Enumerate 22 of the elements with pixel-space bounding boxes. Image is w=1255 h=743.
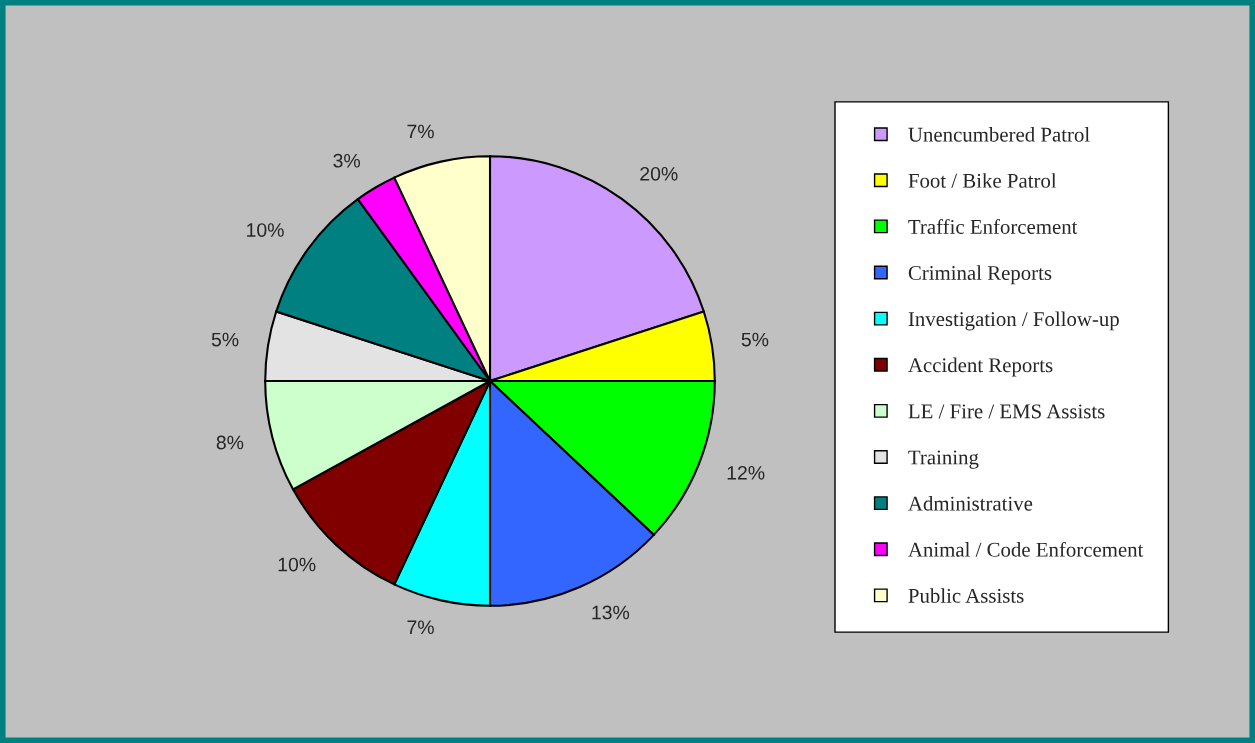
legend-label: LE / Fire / EMS Assists bbox=[908, 404, 1105, 419]
legend-label: Administrative bbox=[908, 495, 1033, 511]
data-label: 10% bbox=[247, 223, 284, 237]
data-label: 13% bbox=[592, 605, 630, 620]
data-label: 5% bbox=[741, 332, 769, 347]
data-label: 3% bbox=[333, 153, 360, 168]
data-label: 10% bbox=[278, 557, 316, 572]
data-label: 12% bbox=[727, 465, 765, 480]
legend-label: Investigation / Follow-up bbox=[908, 311, 1119, 331]
legend-label: Criminal Reports bbox=[908, 265, 1052, 285]
legend-label: Accident Reports bbox=[908, 357, 1053, 377]
data-label: 20% bbox=[640, 166, 678, 181]
data-label: 7% bbox=[407, 124, 434, 139]
legend-label: Animal / Code Enforcement bbox=[908, 541, 1144, 557]
legend-label: Public Assists bbox=[908, 588, 1024, 603]
data-label: 5% bbox=[211, 332, 239, 347]
legend-label: Foot / Bike Patrol bbox=[908, 173, 1057, 188]
legend-label: Unencumbered Patrol bbox=[908, 127, 1090, 142]
legend-label: Traffic Enforcement bbox=[908, 219, 1078, 234]
data-label: 7% bbox=[407, 620, 434, 635]
data-label: 8% bbox=[216, 435, 244, 450]
legend-label: Training bbox=[908, 450, 979, 469]
